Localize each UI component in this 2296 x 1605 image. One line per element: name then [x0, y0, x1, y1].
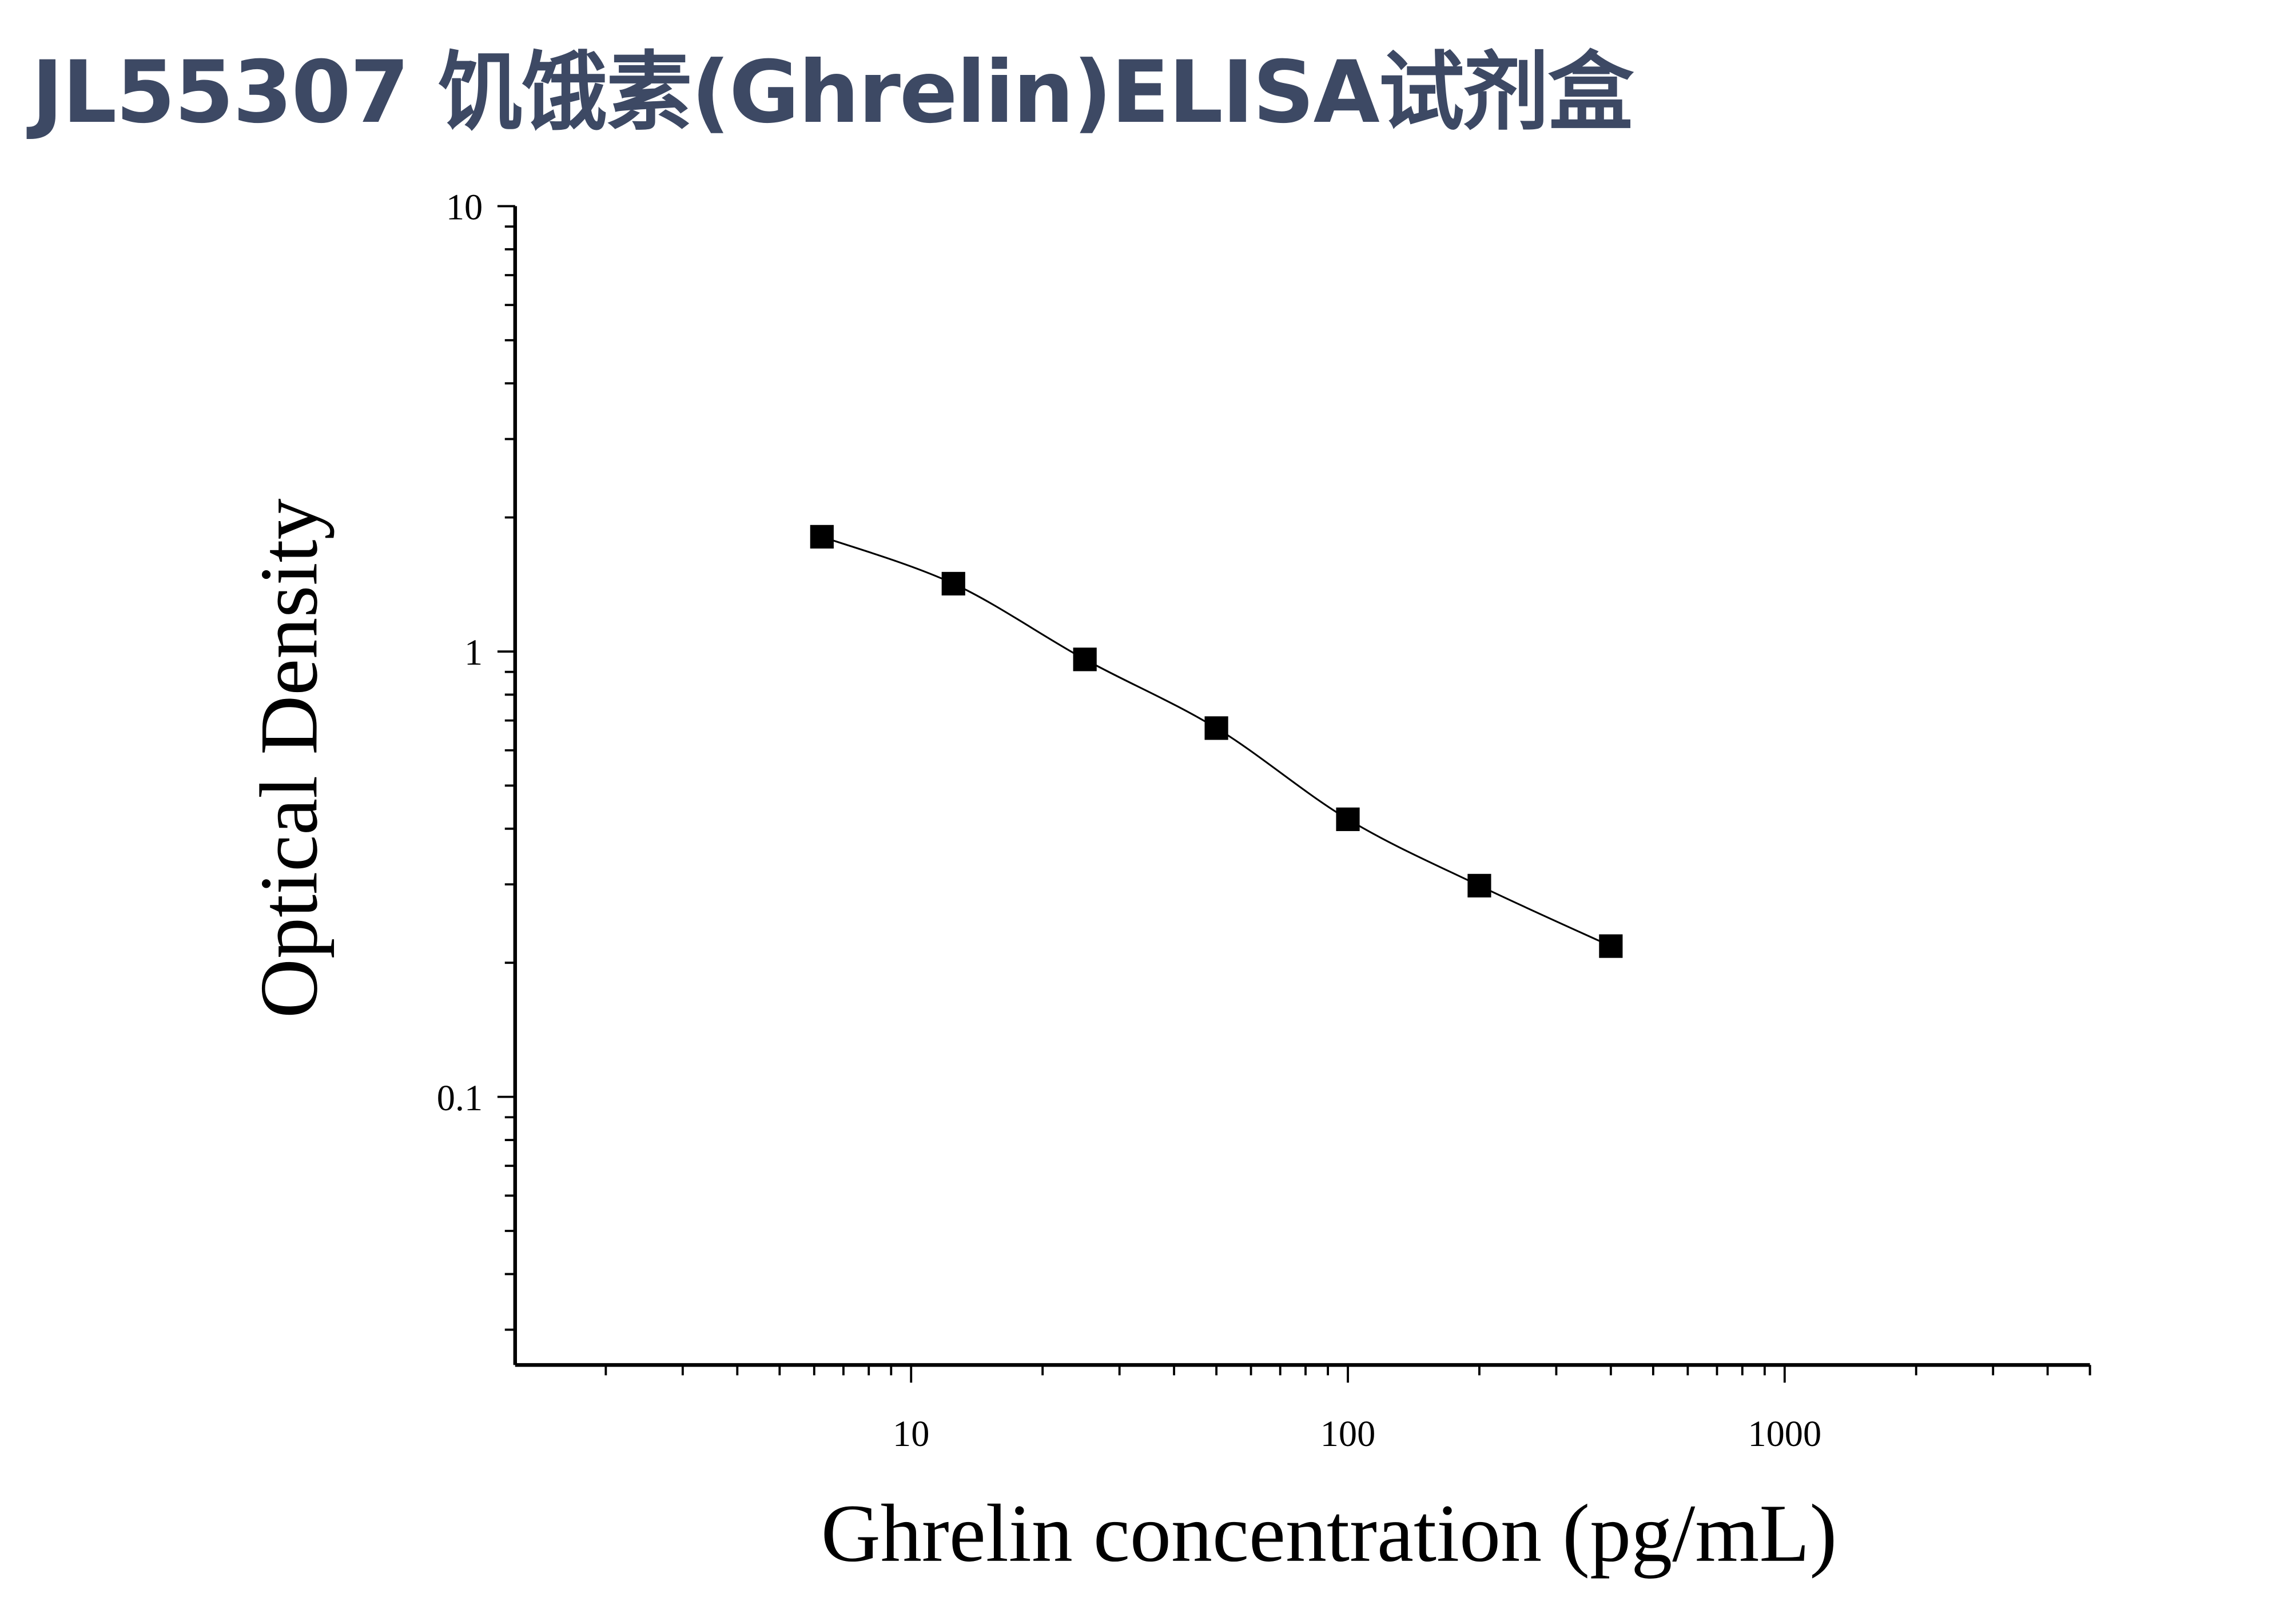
marks [810, 525, 1623, 958]
fit-curve [821, 535, 1611, 947]
data-point [810, 525, 834, 549]
data-point [1467, 873, 1491, 897]
x-tick-label: 1000 [1748, 1413, 1821, 1454]
y-tick-label: 10 [446, 187, 483, 228]
y-tick-label: 1 [464, 632, 483, 673]
y-axis-title: Optical Density [244, 498, 335, 1018]
x-axis-title: Ghrelin concentration (pg/mL) [821, 1488, 1837, 1579]
data-point [1336, 807, 1360, 831]
data-point [1599, 934, 1623, 958]
data-point [1204, 716, 1228, 740]
x-tick-label: 100 [1320, 1413, 1376, 1454]
data-point [1073, 647, 1097, 672]
y-tick-label: 0.1 [437, 1078, 483, 1118]
axes: 10 100 1000 0.1 1 10 [437, 187, 2091, 1454]
x-tick-label: 10 [893, 1413, 929, 1454]
chart-title: JL55307 饥饿素(Ghrelin)ELISA试剂盒 [31, 43, 1634, 142]
data-point [941, 571, 965, 596]
